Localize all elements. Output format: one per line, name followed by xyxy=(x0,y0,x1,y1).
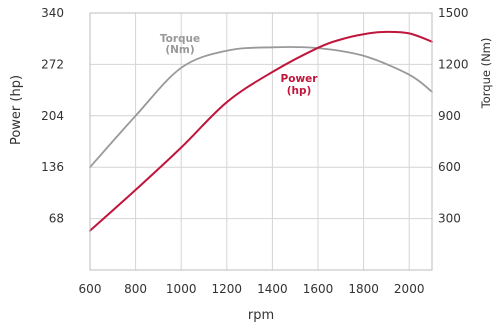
x-tick-label: 1200 xyxy=(212,282,243,296)
y-tick-label: 340 xyxy=(41,6,64,20)
grid xyxy=(90,13,432,270)
torque-label-unit: (Nm) xyxy=(165,44,194,56)
series-lines xyxy=(90,32,432,231)
plot-border xyxy=(90,13,432,270)
y2-tick-labels: 300 600 900 1200 1500 xyxy=(438,6,469,226)
y2-tick-label: 900 xyxy=(438,109,461,123)
y2-tick-label: 600 xyxy=(438,160,461,174)
x-tick-label: 2000 xyxy=(394,282,425,296)
power-label-unit: (hp) xyxy=(287,85,312,97)
y-tick-label: 68 xyxy=(49,212,64,226)
y-tick-label: 136 xyxy=(41,160,64,174)
power-series-label: Power (hp) xyxy=(281,73,319,97)
torque-series-label: Torque (Nm) xyxy=(160,33,200,56)
y-tick-label: 204 xyxy=(41,109,64,123)
y-axis-title: Power (hp) xyxy=(9,75,24,145)
y2-axis-title: Torque (Nm) xyxy=(479,38,493,110)
x-tick-label: 800 xyxy=(124,282,147,296)
x-tick-label: 600 xyxy=(79,282,102,296)
x-tick-label: 1400 xyxy=(257,282,288,296)
y2-tick-label: 1200 xyxy=(438,57,469,71)
x-axis-title: rpm xyxy=(248,308,274,323)
power-label-name: Power xyxy=(281,73,319,85)
torque-series-line xyxy=(90,47,432,167)
y-tick-labels: 68 136 204 272 340 xyxy=(41,6,64,226)
x-tick-label: 1600 xyxy=(303,282,334,296)
x-tick-label: 1800 xyxy=(348,282,379,296)
plot-frame xyxy=(90,13,432,270)
y2-tick-label: 300 xyxy=(438,212,461,226)
x-tick-labels: 600 800 1000 1200 1400 1600 1800 2000 xyxy=(79,282,425,296)
y2-tick-label: 1500 xyxy=(438,6,469,20)
x-tick-label: 1000 xyxy=(166,282,197,296)
y-tick-label: 272 xyxy=(41,57,64,71)
